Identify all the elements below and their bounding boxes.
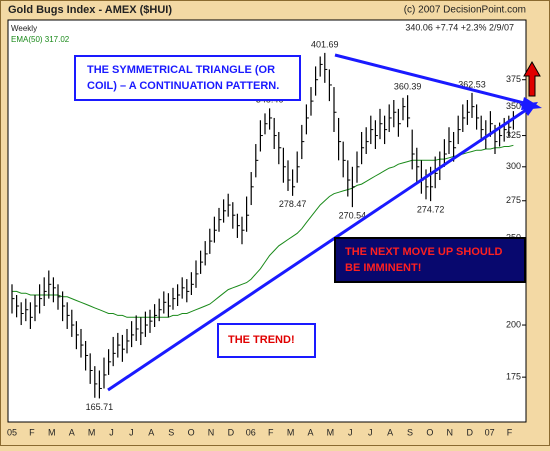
y-tick-label: 300: [506, 161, 521, 171]
quote: 340.06 +7.74 +2.3% 2/9/07: [405, 22, 514, 32]
x-tick-label: O: [426, 427, 433, 437]
annotation-box: [334, 237, 526, 283]
annotation-text: BE IMMINENT!: [345, 262, 421, 274]
x-tick-label: F: [29, 427, 35, 437]
y-tick-label: 325: [506, 130, 521, 140]
x-tick-label: M: [327, 427, 335, 437]
ema-label: EMA(50) 317.02: [11, 35, 70, 44]
y-tick-label: 350: [506, 101, 521, 111]
x-tick-label: A: [387, 427, 393, 437]
x-tick-label: S: [407, 427, 413, 437]
copyright: (c) 2007 DecisionPoint.com: [404, 5, 526, 16]
x-tick-label: N: [208, 427, 215, 437]
value-label: 165.71: [86, 402, 114, 412]
x-tick-label: A: [307, 427, 313, 437]
value-label: 278.47: [279, 199, 307, 209]
x-tick-label: 05: [7, 427, 17, 437]
x-tick-label: J: [348, 427, 353, 437]
ema-line: [12, 144, 514, 318]
annotations: THE SYMMETRICAL TRIANGLE (OR COIL) – A C…: [74, 53, 542, 392]
value-label: 362.53: [458, 79, 486, 89]
x-tick-label: J: [368, 427, 373, 437]
x-tick-label: N: [447, 427, 454, 437]
y-tick-label: 175: [506, 372, 521, 382]
arrow-head: [521, 97, 542, 110]
chart-title: Gold Bugs Index - AMEX ($HUI): [8, 4, 172, 16]
x-tick-label: F: [507, 427, 513, 437]
annotation-text: THE NEXT MOVE UP SHOULD: [345, 246, 503, 258]
annotation-text: COIL) – A CONTINUATION PATTERN.: [87, 80, 279, 92]
y-tick-label: 375: [506, 74, 521, 84]
x-tick-label: 06: [246, 427, 256, 437]
x-tick-label: M: [287, 427, 295, 437]
annotation-text: THE TREND!: [228, 334, 295, 346]
value-label: 270.54: [339, 211, 367, 221]
x-tick-label: 07: [485, 427, 495, 437]
x-tick-label: A: [148, 427, 154, 437]
period: Weekly: [11, 24, 37, 33]
x-tick-label: D: [228, 427, 235, 437]
up-arrow: [523, 60, 541, 97]
value-label: 274.72: [417, 205, 445, 215]
y-tick-label: 200: [506, 319, 521, 329]
annotation-text: THE SYMMETRICAL TRIANGLE (OR: [87, 64, 275, 76]
y-tick-label: 275: [506, 195, 521, 205]
x-tick-label: M: [48, 427, 56, 437]
x-tick-label: J: [109, 427, 114, 437]
value-label: 401.69: [311, 39, 339, 49]
x-tick-label: M: [88, 427, 96, 437]
trend-line: [107, 108, 527, 392]
x-tick-label: A: [69, 427, 75, 437]
annotation-box: [74, 55, 301, 101]
value-label: 360.39: [394, 82, 422, 92]
x-tick-label: F: [268, 427, 274, 437]
x-tick-label: S: [168, 427, 174, 437]
x-tick-label: J: [129, 427, 134, 437]
x-tick-label: D: [466, 427, 473, 437]
annotation-box: [217, 323, 316, 358]
resistance-line: [334, 53, 529, 106]
x-tick-label: O: [188, 427, 195, 437]
